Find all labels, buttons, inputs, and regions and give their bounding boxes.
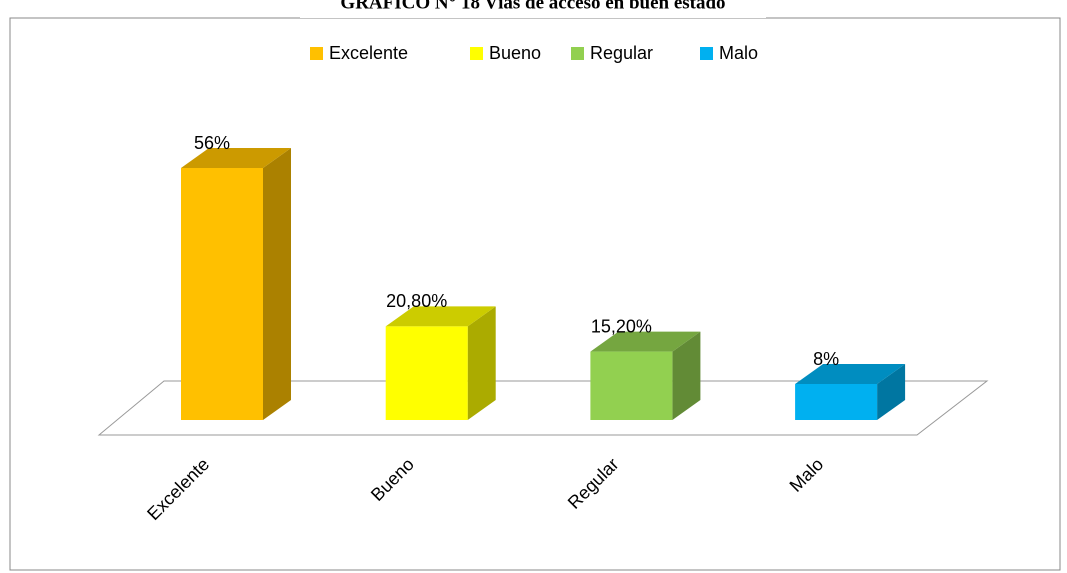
bar-side xyxy=(877,364,906,420)
legend-label: Excelente xyxy=(329,43,408,63)
data-label: 8% xyxy=(813,349,839,369)
legend-swatch xyxy=(470,47,483,60)
bar-side xyxy=(263,148,291,420)
legend-label: Bueno xyxy=(489,43,541,63)
floor xyxy=(97,380,989,436)
bar-top xyxy=(590,331,701,352)
bar-side xyxy=(467,306,496,420)
bar xyxy=(385,326,468,420)
bar-top xyxy=(181,148,291,168)
bar-top xyxy=(385,306,496,327)
bar xyxy=(181,168,263,420)
bar-top xyxy=(795,364,906,384)
data-label: 15,20% xyxy=(591,316,652,336)
legend-label: Malo xyxy=(719,43,758,63)
data-label: 56% xyxy=(194,133,230,153)
legend-swatch xyxy=(700,47,713,60)
title-background xyxy=(300,0,766,18)
bar-side xyxy=(672,331,701,420)
legend-label: Regular xyxy=(590,43,653,63)
chart-title: GRÁFICO N° 18 Vías de acceso en buen est… xyxy=(340,0,725,13)
legend-swatch xyxy=(310,47,323,60)
legend-swatch xyxy=(571,47,584,60)
bar xyxy=(590,351,673,420)
data-label: 20,80% xyxy=(386,291,447,311)
bar xyxy=(795,384,878,420)
